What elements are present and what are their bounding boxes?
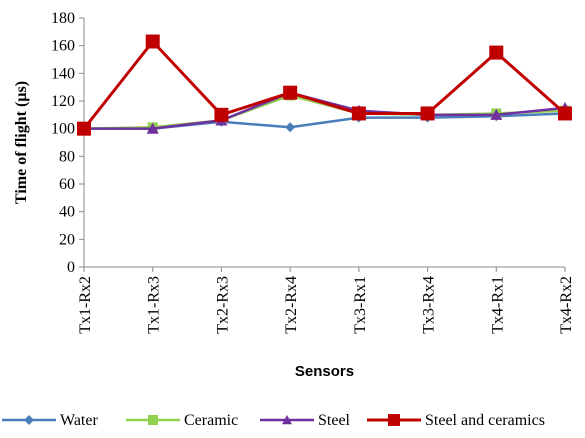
legend-item: Ceramic — [126, 412, 238, 429]
data-point — [282, 415, 292, 425]
y-tick-label: 0 — [67, 259, 75, 276]
y-tick-label: 80 — [59, 148, 75, 165]
data-point — [77, 121, 91, 136]
series-steel-and-ceramics — [77, 34, 572, 136]
y-axis-title: Time of flight (µs) — [13, 81, 30, 204]
legend-label: Steel and ceramics — [425, 412, 545, 429]
y-tick-label: 60 — [59, 176, 75, 193]
data-point — [351, 106, 366, 121]
data-point — [490, 108, 503, 120]
y-tick-label: 140 — [51, 65, 75, 82]
x-tick-label: Tx1-Rx3 — [146, 276, 163, 334]
legend: Water Ceramic Steel Steel and ceramics — [2, 412, 545, 429]
legend-label: Ceramic — [184, 412, 238, 429]
data-point — [489, 45, 504, 60]
data-point — [145, 34, 160, 49]
data-point — [24, 415, 34, 425]
data-point — [214, 107, 229, 122]
legend-item: Water — [2, 412, 98, 429]
series-line — [82, 39, 566, 130]
data-point — [148, 415, 158, 425]
axes — [83, 18, 565, 268]
y-tick-label: 160 — [51, 38, 75, 55]
y-axis-ticks: 0 20 40 60 80 100 120 140 160 180 — [51, 10, 84, 276]
series-group — [77, 34, 572, 136]
y-tick-label: 20 — [59, 231, 75, 248]
data-point — [285, 122, 296, 133]
y-tick-label: 180 — [51, 10, 75, 27]
x-tick-label: Tx4-Rx1 — [489, 276, 506, 334]
legend-item: Steel and ceramics — [367, 412, 545, 429]
x-tick-label: Tx1-Rx2 — [77, 276, 94, 334]
data-point — [558, 106, 572, 121]
data-point — [283, 85, 298, 100]
y-tick-label: 100 — [51, 121, 75, 138]
legend-item: Steel — [260, 412, 351, 429]
legend-label: Water — [60, 412, 98, 429]
data-point — [420, 106, 435, 121]
x-tick-label: Tx3-Rx4 — [421, 276, 438, 334]
data-point — [388, 414, 400, 426]
x-tick-label: Tx2-Rx4 — [283, 276, 300, 334]
y-tick-label: 120 — [51, 93, 75, 110]
x-axis-ticks: Tx1-Rx2 Tx1-Rx3 Tx2-Rx3 Tx2-Rx4 Tx3-Rx1 Tx3-R… — [77, 267, 575, 334]
x-axis-title: Sensors — [295, 363, 354, 380]
data-point — [146, 122, 159, 134]
x-tick-label: Tx4-Rx2 — [558, 276, 575, 334]
y-tick-label: 40 — [59, 204, 75, 221]
x-tick-label: Tx2-Rx3 — [214, 276, 231, 334]
legend-label: Steel — [318, 412, 351, 429]
x-tick-label: Tx3-Rx1 — [352, 276, 369, 334]
